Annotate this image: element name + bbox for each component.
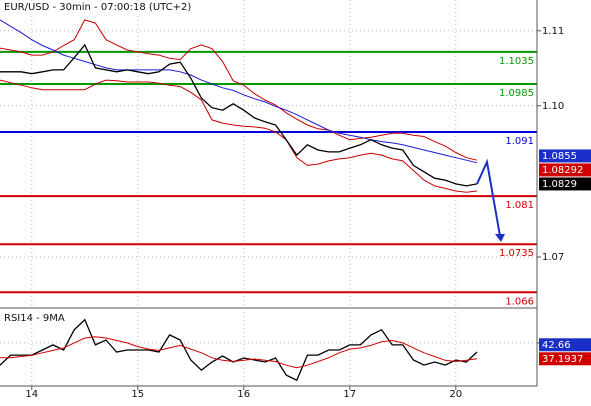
price-tag-label: 37.1937: [542, 354, 583, 365]
series-line: [0, 336, 478, 369]
series-line: [0, 43, 478, 187]
y-tick-label: 1.10: [542, 101, 564, 112]
price-tag-label: 1.0829: [542, 179, 577, 190]
level-label: 1.0985: [499, 88, 534, 99]
y-tick-label: 1.07: [542, 252, 564, 263]
x-tick-label: 15: [131, 389, 144, 400]
level-label: 1.066: [505, 296, 534, 307]
price-tag: [539, 149, 591, 163]
series-line: [0, 19, 478, 164]
price-tag-label: 42.66: [542, 340, 571, 351]
level-label: 1.081: [505, 200, 534, 211]
price-tag-label: 1.08292: [542, 165, 583, 176]
level-label: 1.1035: [499, 56, 534, 67]
series-line: [0, 19, 478, 161]
price-tag: [539, 163, 591, 177]
rsi-title-bg: [2, 311, 68, 323]
projection-arrow: [476, 158, 501, 237]
price-tag: [539, 177, 591, 191]
arrow-head: [495, 234, 505, 242]
price-tag: [539, 338, 591, 352]
x-tick-label: 16: [237, 389, 250, 400]
x-tick-label: 17: [343, 389, 356, 400]
series-line: [0, 79, 478, 193]
level-label: 1.091: [505, 136, 534, 147]
series-line: [0, 318, 478, 382]
chart-title: EUR/USD - 30min - 07:00:18 (UTC+2): [4, 2, 191, 13]
x-tick-label: 20: [449, 389, 462, 400]
price-tag: [539, 352, 591, 366]
title-bg: [2, 1, 182, 13]
x-tick-label: 14: [25, 389, 38, 400]
level-label: 1.0735: [499, 248, 534, 259]
price-tag-label: 1.0855: [542, 151, 577, 162]
rsi-title: RSI14 - 9MA: [4, 313, 65, 324]
y-tick-label: 1.11: [542, 26, 564, 37]
